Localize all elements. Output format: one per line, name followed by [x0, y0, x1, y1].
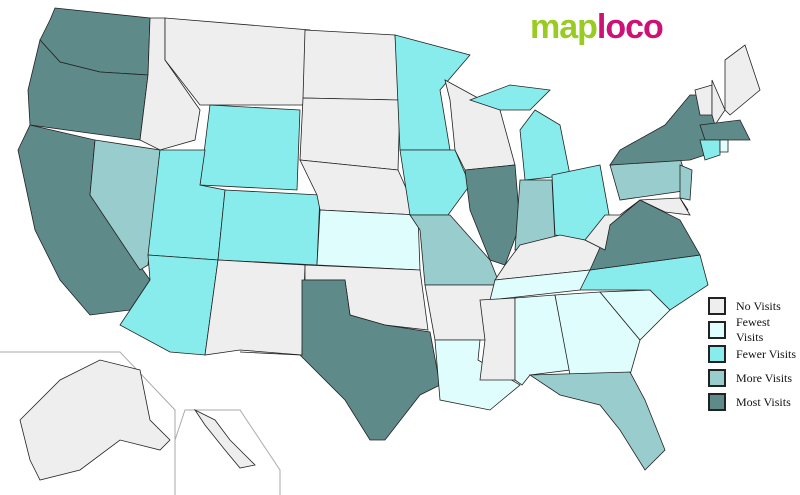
legend-label: Fewest Visits: [735, 315, 770, 344]
legend-item-most: Most Visits: [708, 390, 800, 414]
legend-swatch: [708, 321, 726, 339]
legend-swatch: [708, 393, 726, 411]
state-la[interactable]: [434, 339, 521, 411]
inset-border: [174, 409, 281, 495]
state-nm[interactable]: [204, 259, 306, 356]
state-ms[interactable]: [479, 297, 516, 381]
state-ma[interactable]: [699, 119, 751, 141]
state-ct[interactable]: [699, 139, 721, 161]
state-nv[interactable]: [89, 139, 161, 271]
state-wv[interactable]: [584, 199, 641, 251]
state-ks[interactable]: [316, 209, 421, 271]
legend-swatch: [708, 369, 726, 387]
state-nh[interactable]: [711, 79, 726, 126]
state-mi[interactable]: [519, 109, 571, 181]
state-miu[interactable]: [468, 84, 551, 111]
legend-swatch: [708, 345, 726, 363]
state-md[interactable]: [639, 197, 691, 216]
legend-label: More Visits: [736, 370, 793, 385]
legend-item-fewest: Fewest Visits: [708, 315, 800, 344]
state-ga[interactable]: [554, 291, 641, 376]
legend-label: Most Visits: [736, 394, 791, 409]
state-nd[interactable]: [302, 29, 401, 101]
state-co[interactable]: [217, 189, 321, 266]
state-nj[interactable]: [679, 164, 693, 201]
maploco-logo: maploco: [530, 8, 664, 46]
state-mt[interactable]: [164, 17, 311, 106]
legend-swatch: [708, 297, 726, 315]
legend-label: Fewer Visits: [736, 346, 797, 361]
state-mn[interactable]: [394, 34, 471, 151]
state-hi[interactable]: [193, 408, 256, 469]
state-tx[interactable]: [239, 279, 441, 441]
state-fl[interactable]: [528, 371, 666, 471]
legend-item-more: More Visits: [708, 366, 800, 390]
legend-item-fewer: Fewer Visits: [708, 342, 800, 366]
state-ri[interactable]: [719, 139, 729, 153]
state-sd[interactable]: [299, 97, 401, 171]
state-ia[interactable]: [399, 149, 471, 216]
legend-label: No Visits: [736, 298, 781, 313]
legend-item-none: No Visits: [708, 294, 800, 318]
state-me[interactable]: [724, 44, 761, 116]
legend: No Visits Fewest Visits Fewer Visits More V…: [708, 294, 800, 414]
state-wy[interactable]: [199, 104, 301, 191]
inset-border: [0, 351, 176, 495]
state-ak[interactable]: [19, 359, 171, 481]
